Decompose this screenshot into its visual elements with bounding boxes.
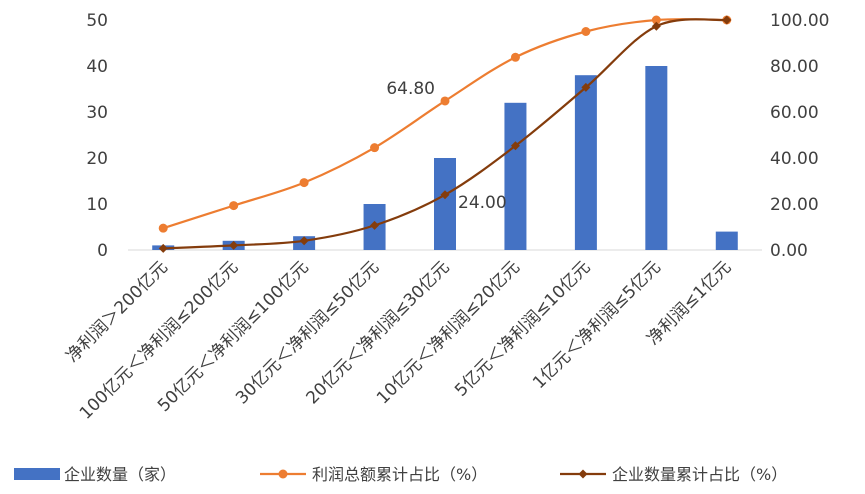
- legend-label: 企业数量（家）: [64, 465, 176, 484]
- category-axis-labels: 净利润＞200亿元100亿元＜净利润≤200亿元50亿元＜净利润≤100亿元30…: [63, 257, 736, 423]
- left-tick-label: 30: [86, 103, 108, 123]
- count-share-marker: [229, 240, 239, 250]
- category-label: 5亿元＜净利润≤10亿元: [451, 257, 594, 400]
- left-tick-label: 20: [86, 149, 108, 169]
- right-tick-label: 60.00: [770, 103, 819, 123]
- bar-series: [152, 66, 738, 250]
- count-share-marker: [440, 190, 450, 200]
- left-tick-label: 40: [86, 57, 108, 77]
- bar: [504, 102, 527, 250]
- count-share-marker: [370, 220, 380, 230]
- right-tick-label: 0.00: [770, 241, 808, 261]
- legend-label: 企业数量累计占比（%）: [612, 465, 787, 484]
- category-label: 30亿元＜净利润≤50亿元: [232, 257, 383, 408]
- profit-share-marker: [229, 201, 239, 211]
- category-label: 20亿元＜净利润≤30亿元: [303, 257, 454, 408]
- right-tick-label: 20.00: [770, 195, 819, 215]
- legend-swatch-bar: [14, 468, 60, 480]
- profit-share-marker: [299, 178, 309, 188]
- line-series: [158, 15, 732, 253]
- data-labels: 64.80 24.00: [386, 79, 506, 213]
- category-label: 1亿元＜净利润≤5亿元: [529, 257, 665, 393]
- legend-swatch-marker: [278, 469, 288, 479]
- bar: [715, 231, 738, 250]
- legend-label: 利润总额累计占比（%）: [312, 465, 487, 484]
- right-tick-label: 40.00: [770, 149, 819, 169]
- left-tick-label: 50: [86, 11, 108, 31]
- count-share-line: [163, 18, 727, 250]
- right-tick-label: 100.00: [770, 11, 829, 31]
- bar: [574, 75, 597, 250]
- profit-share-marker: [510, 52, 520, 62]
- count-share-marker: [510, 141, 520, 151]
- right-tick-label: 80.00: [770, 57, 819, 77]
- profit-share-marker: [370, 143, 380, 153]
- profit-share-marker: [158, 223, 168, 233]
- data-label: 24.00: [458, 193, 507, 213]
- bar: [645, 66, 668, 250]
- category-label: 10亿元＜净利润≤20亿元: [373, 257, 524, 408]
- bar: [434, 158, 456, 250]
- profit-share-marker: [440, 96, 450, 106]
- right-axis: 0.00 20.00 40.00 60.00 80.00 100.00: [770, 11, 829, 261]
- count-share-marker: [581, 82, 591, 92]
- profit-share-marker: [581, 27, 591, 36]
- profit-share-marker: [651, 15, 661, 25]
- left-tick-label: 0: [97, 241, 108, 261]
- count-share-marker: [299, 236, 309, 246]
- count-share-marker: [722, 15, 732, 25]
- count-share-marker: [158, 243, 168, 253]
- count-share-marker: [651, 21, 661, 31]
- data-label: 64.80: [386, 79, 435, 99]
- left-tick-label: 10: [86, 195, 108, 215]
- left-axis: 0 10 20 30 40 50: [86, 11, 108, 261]
- legend-swatch-marker: [578, 469, 588, 479]
- legend: 企业数量（家） 利润总额累计占比（%） 企业数量累计占比（%）: [14, 465, 787, 484]
